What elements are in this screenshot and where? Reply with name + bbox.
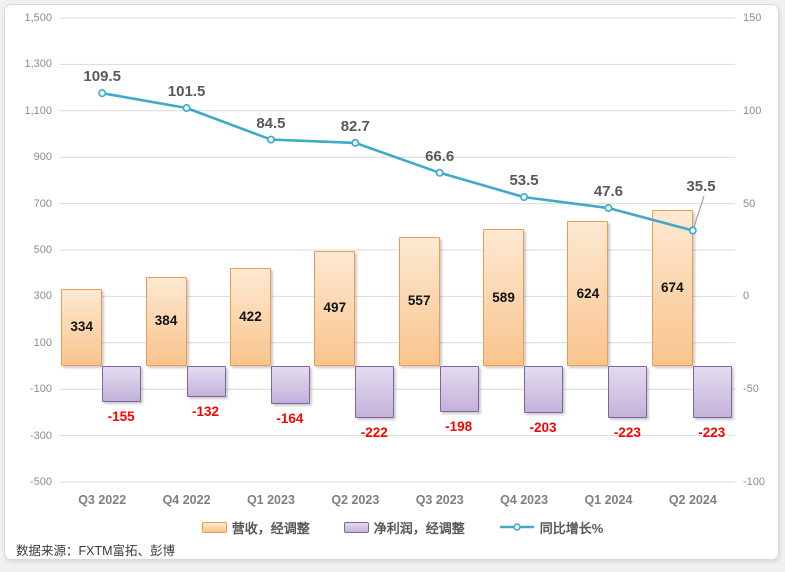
legend-item-revenue: 营收，经调整 (201, 518, 310, 537)
source-note: 数据来源：FXTM富拓、彭博 (16, 544, 176, 558)
chart-card (4, 4, 779, 560)
legend-item-netprofit: 净利润，经调整 (343, 518, 465, 537)
legend-item-yoy-growth: 同比增长% (499, 518, 604, 537)
legend-label-yoy-growth: 同比增长% (539, 520, 604, 536)
legend-label-revenue: 营收，经调整 (231, 520, 310, 536)
yoy-line-swatch (499, 523, 534, 531)
revenue-bar-swatch (201, 521, 227, 533)
legend-label-netprofit: 净利润，经调整 (373, 520, 465, 536)
chart-legend: 营收，经调整 净利润，经调整 同比增长% (60, 517, 745, 537)
netprofit-bar-swatch (343, 521, 369, 533)
legend-line-marker (512, 523, 521, 531)
